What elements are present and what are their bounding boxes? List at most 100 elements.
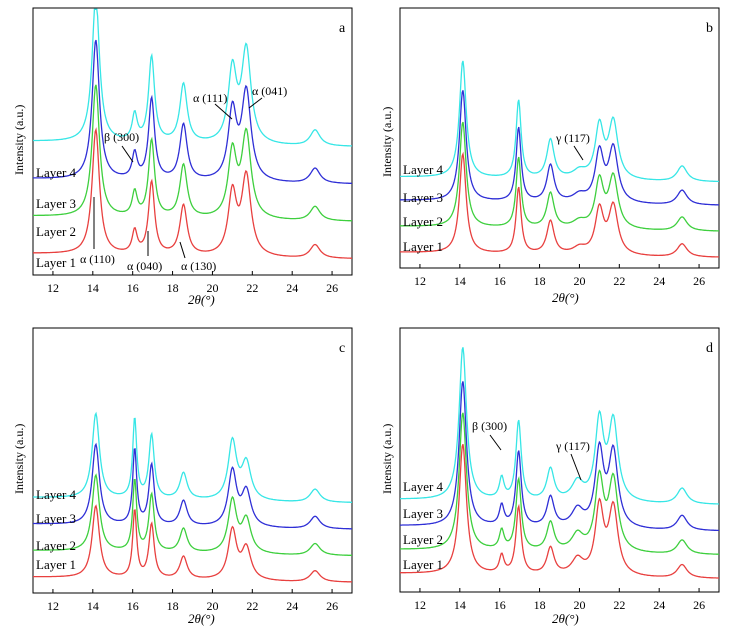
x-tick-label-16-b: 16 bbox=[494, 274, 506, 288]
legend-layer-4-b: Layer 4 bbox=[403, 162, 444, 177]
x-tick-label-14-d: 14 bbox=[454, 598, 466, 612]
series-layer-1-line-d bbox=[400, 443, 719, 579]
panel-label-a: a bbox=[339, 21, 346, 36]
x-tick-label-26-b: 26 bbox=[693, 274, 705, 288]
annotation-alpha-110: α (110) bbox=[80, 252, 115, 266]
annotation-arrow-300-d bbox=[489, 434, 502, 451]
x-axis-label-d: 2θ(°) bbox=[552, 611, 579, 626]
series-layer-2-line-a bbox=[33, 84, 352, 222]
series-layer-1-line-b bbox=[400, 151, 720, 258]
annotation-arrow-041 bbox=[248, 97, 263, 109]
x-tick-label-24-c: 24 bbox=[286, 599, 298, 613]
annotation-beta-300-d: β (300) bbox=[472, 419, 507, 433]
x-tick-label-20-a: 20 bbox=[206, 281, 218, 295]
x-tick-label-24-d: 24 bbox=[653, 598, 665, 612]
panel-b: 12 14 16 18 20 22 24 26 b 2θ(°) Intensity (a.u.… bbox=[380, 7, 720, 305]
legend-c: Layer 4 Layer 3 Layer 2 Layer 1 bbox=[36, 487, 77, 572]
annotation-arrow-300-a bbox=[121, 145, 134, 163]
panel-d: 12 14 16 18 20 22 24 26 d 2θ(°) Intensity (a.u.… bbox=[380, 327, 720, 626]
annotation-beta-300-a: β (300) bbox=[104, 130, 139, 144]
x-tick-label-14-a: 14 bbox=[87, 281, 99, 295]
plot-area-a bbox=[33, 8, 353, 259]
legend-layer-1-a: Layer 1 bbox=[36, 255, 76, 270]
panel-label-d: d bbox=[706, 341, 713, 356]
legend-layer-2-b: Layer 2 bbox=[403, 214, 443, 229]
legend-d: Layer 4 Layer 3 Layer 2 Layer 1 bbox=[403, 479, 444, 572]
series-layer-2-line-b bbox=[400, 121, 719, 232]
series-layer-1-line-a bbox=[33, 127, 352, 259]
x-axis-label-b: 2θ(°) bbox=[552, 290, 579, 305]
series-layer-4-line-c bbox=[33, 411, 352, 503]
annotation-alpha-111: α (111) bbox=[193, 91, 227, 105]
x-tick-label-24-b: 24 bbox=[653, 274, 665, 288]
x-tick-label-18-c: 18 bbox=[167, 599, 179, 613]
legend-b: Layer 4 Layer 3 Layer 2 Layer 1 bbox=[403, 162, 444, 254]
x-tick-label-26-a: 26 bbox=[326, 281, 338, 295]
x-tick-label-16-c: 16 bbox=[127, 599, 139, 613]
series-layer-4-line-a bbox=[33, 8, 352, 147]
annotation-alpha-130: α (130) bbox=[181, 259, 216, 273]
x-axis-label-a: 2θ(°) bbox=[188, 292, 215, 307]
x-tick-label-12-c: 12 bbox=[47, 599, 59, 613]
legend-layer-4-d: Layer 4 bbox=[403, 479, 444, 494]
y-axis-label-d: Intensity (a.u.) bbox=[380, 424, 394, 494]
legend-layer-3-c: Layer 3 bbox=[36, 511, 76, 526]
annotation-arrow-117-d bbox=[570, 453, 582, 481]
x-ticks-d: 12 14 16 18 20 22 24 26 bbox=[414, 588, 705, 612]
series-layer-3-line-b bbox=[400, 90, 719, 206]
x-tick-label-18-b: 18 bbox=[534, 274, 546, 288]
plot-area-b bbox=[400, 60, 720, 258]
annotation-arrow-117-b bbox=[573, 145, 584, 161]
x-tick-label-18-d: 18 bbox=[534, 598, 546, 612]
series-layer-3-line-c bbox=[33, 442, 352, 530]
x-tick-label-16-d: 16 bbox=[494, 598, 506, 612]
x-ticks-c: 12 14 16 18 20 22 24 26 bbox=[47, 589, 338, 613]
panel-label-b: b bbox=[706, 21, 713, 36]
x-tick-label-24-a: 24 bbox=[286, 281, 298, 295]
panel-a: 12 14 16 18 20 22 24 26 a 2θ(°) Intensity (a.u.… bbox=[12, 7, 353, 307]
legend-layer-2-a: Layer 2 bbox=[36, 224, 76, 239]
legend-layer-1-b: Layer 1 bbox=[403, 239, 443, 254]
annotation-arrow-130 bbox=[179, 241, 186, 259]
x-tick-label-20-c: 20 bbox=[206, 599, 218, 613]
legend-layer-4-c: Layer 4 bbox=[36, 487, 77, 502]
legend-layer-3-b: Layer 3 bbox=[403, 190, 443, 205]
x-tick-label-20-d: 20 bbox=[573, 598, 585, 612]
x-tick-label-20-b: 20 bbox=[573, 274, 585, 288]
legend-layer-2-d: Layer 2 bbox=[403, 532, 443, 547]
x-ticks-b: 12 14 16 18 20 22 24 26 bbox=[414, 264, 705, 288]
x-tick-label-16-a: 16 bbox=[127, 281, 139, 295]
x-tick-label-14-c: 14 bbox=[87, 599, 99, 613]
series-layer-4-line-d bbox=[400, 347, 719, 505]
legend-layer-3-a: Layer 3 bbox=[36, 196, 76, 211]
x-tick-label-22-d: 22 bbox=[613, 598, 625, 612]
y-axis-label-c: Intensity (a.u.) bbox=[12, 424, 26, 494]
x-tick-label-18-a: 18 bbox=[167, 281, 179, 295]
legend-layer-1-d: Layer 1 bbox=[403, 557, 443, 572]
annotation-gamma-117-d: γ (117) bbox=[555, 439, 590, 453]
annotation-gamma-117-b: γ (117) bbox=[555, 131, 590, 145]
annotation-alpha-040: α (040) bbox=[127, 259, 162, 273]
plot-area-d bbox=[400, 347, 719, 579]
panel-label-c: c bbox=[339, 341, 345, 356]
x-tick-label-22-b: 22 bbox=[613, 274, 625, 288]
annotations-d: β (300) γ (117) bbox=[472, 419, 590, 481]
x-ticks-a: 12 14 16 18 20 22 24 26 bbox=[47, 271, 338, 295]
annotation-alpha-041: α (041) bbox=[252, 84, 287, 98]
annotations-b: γ (117) bbox=[555, 131, 590, 161]
legend-layer-4-a: Layer 4 bbox=[36, 165, 77, 180]
x-tick-label-12-d: 12 bbox=[414, 598, 426, 612]
x-tick-label-12-b: 12 bbox=[414, 274, 426, 288]
series-layer-3-line-d bbox=[400, 381, 719, 532]
legend-a: Layer 4 Layer 3 Layer 2 Layer 1 bbox=[36, 165, 77, 270]
panel-c: 12 14 16 18 20 22 24 26 c 2θ(°) Intensity (a.u.… bbox=[12, 327, 353, 626]
annotation-arrow-111 bbox=[214, 103, 233, 120]
y-axis-label-a: Intensity (a.u.) bbox=[12, 105, 26, 175]
series-layer-3-line-a bbox=[33, 39, 353, 185]
x-tick-label-26-c: 26 bbox=[326, 599, 338, 613]
series-layer-2-line-c bbox=[33, 473, 352, 556]
x-tick-label-22-a: 22 bbox=[246, 281, 258, 295]
x-tick-label-12-a: 12 bbox=[47, 281, 59, 295]
legend-layer-1-c: Layer 1 bbox=[36, 557, 76, 572]
annotations-a: α (110) α (040) α (130) β (300) α (111) … bbox=[80, 84, 287, 273]
